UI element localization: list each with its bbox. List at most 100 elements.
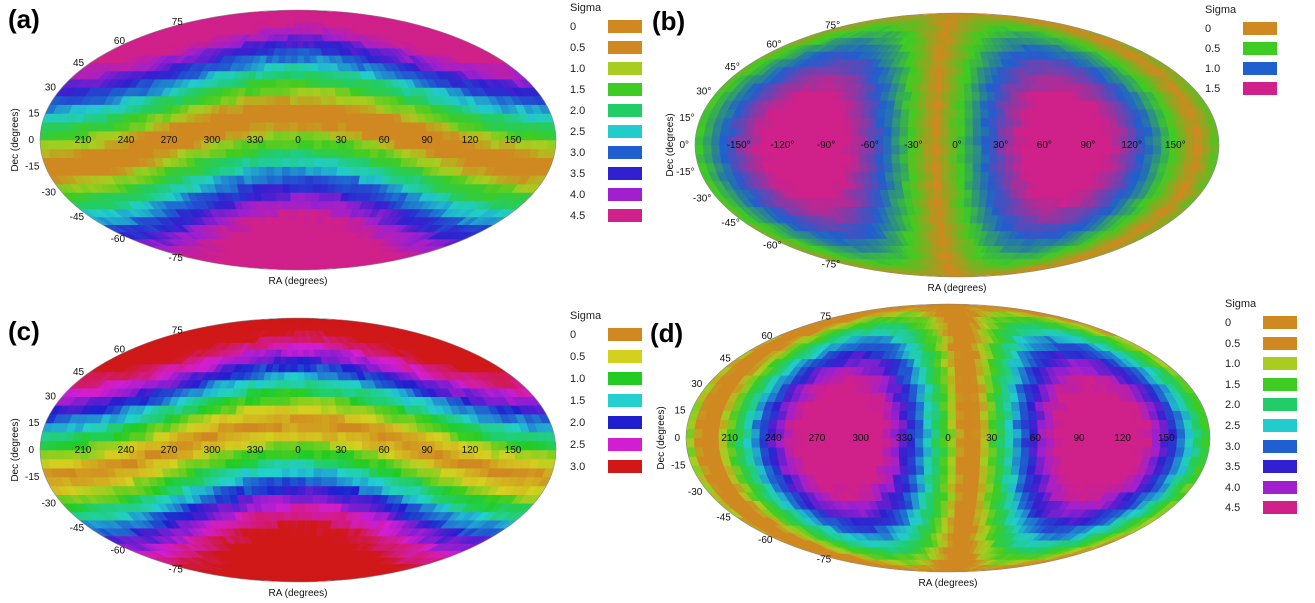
- sigma-cell: [218, 104, 229, 114]
- legend-item: 1.5: [570, 83, 700, 99]
- sigma-cell: [327, 175, 338, 185]
- sigma-cell: [963, 206, 972, 216]
- sigma-cell: [941, 198, 951, 208]
- sigma-cell: [1185, 135, 1195, 146]
- sigma-cell: [96, 121, 107, 132]
- sigma-cell: [1078, 126, 1089, 137]
- sigma-cell: [1003, 171, 1014, 182]
- sigma-cell: [925, 180, 935, 190]
- sigma-cell: [281, 148, 291, 159]
- sigma-cell: [337, 121, 347, 132]
- sigma-cell: [312, 175, 322, 185]
- ra-tick-label: 90: [421, 135, 433, 146]
- legend-label: 1.0: [1205, 63, 1221, 75]
- sigma-cell: [988, 171, 998, 182]
- sigma-cell: [313, 148, 323, 159]
- sigma-cell: [457, 148, 468, 159]
- sigma-cell: [933, 180, 942, 190]
- sigma-cell: [1003, 108, 1014, 119]
- sigma-cell: [490, 139, 500, 150]
- sigma-cell: [883, 162, 894, 173]
- sigma-cell: [1118, 126, 1129, 137]
- sigma-cell: [305, 95, 314, 105]
- sigma-cell: [209, 113, 220, 123]
- sigma-cell: [936, 222, 945, 232]
- sigma-cell: [923, 135, 933, 146]
- sigma-cell: [184, 139, 194, 150]
- sigma-cell: [956, 108, 966, 119]
- sigma-cell: [949, 206, 958, 216]
- sigma-cell: [96, 130, 106, 141]
- sigma-cell: [1209, 135, 1219, 146]
- sigma-cell: [260, 192, 270, 202]
- sigma-cell: [972, 144, 982, 155]
- sigma-cell: [217, 113, 228, 123]
- sigma-cell: [392, 113, 403, 123]
- sigma-cell: [313, 104, 323, 114]
- sigma-cell: [417, 148, 428, 159]
- sigma-cell: [250, 104, 260, 114]
- sigma-cell: [901, 180, 912, 190]
- sigma-cell: [938, 51, 946, 60]
- sigma-cell: [981, 144, 991, 155]
- legend-label: 1.5: [570, 84, 586, 96]
- sigma-cell: [875, 117, 886, 128]
- sigma-cell: [956, 206, 965, 216]
- sigma-cell: [980, 117, 990, 128]
- sigma-cell: [1013, 144, 1023, 155]
- sigma-cell: [257, 121, 267, 132]
- sigma-cell: [278, 54, 287, 64]
- sigma-cell: [793, 126, 804, 137]
- sigma-cell: [297, 208, 306, 218]
- legend-swatch: [608, 20, 642, 33]
- sigma-cell: [225, 157, 236, 167]
- sigma-cell: [297, 224, 305, 233]
- sigma-cell: [369, 121, 379, 132]
- sigma-cell: [948, 91, 958, 101]
- sigma-cell: [970, 74, 980, 84]
- sigma-cell: [1013, 153, 1023, 164]
- sigma-cell: [482, 139, 492, 150]
- sigma-cell: [908, 171, 918, 182]
- sigma-cell: [352, 113, 363, 123]
- sigma-cell: [285, 47, 293, 56]
- sigma-cell: [842, 153, 852, 164]
- sigma-cell: [866, 126, 877, 137]
- sigma-cell: [979, 180, 989, 190]
- sigma-cell: [321, 148, 331, 159]
- sigma-cell: [293, 21, 299, 29]
- sigma-cell: [996, 108, 1006, 119]
- legend-swatch: [608, 62, 642, 75]
- sigma-cell: [297, 70, 306, 80]
- sigma-cell: [760, 135, 770, 146]
- sigma-cell: [1071, 144, 1081, 155]
- sigma-cell: [940, 162, 950, 173]
- sigma-cell: [941, 189, 950, 199]
- sigma-cell: [924, 171, 934, 182]
- sigma-cell: [258, 166, 268, 176]
- mollweide-map: 210 240 270 300 330 0 30 60 90 120 15075604530150-…: [10, 9, 557, 287]
- sigma-cell: [321, 157, 331, 167]
- sigma-cell: [956, 58, 964, 68]
- sigma-cell: [942, 214, 951, 224]
- sigma-cell: [297, 216, 305, 225]
- sigma-cell: [251, 175, 261, 185]
- sigma-cell: [1110, 153, 1121, 164]
- sigma-cell: [988, 108, 998, 119]
- dec-tick-label: -30: [42, 188, 57, 199]
- sigma-cell: [1054, 135, 1064, 146]
- sigma-cell: [956, 51, 964, 60]
- sigma-cell: [1021, 144, 1032, 155]
- sigma-cell: [768, 153, 779, 164]
- sigma-cell: [297, 47, 305, 56]
- sigma-cell: [941, 91, 950, 101]
- sigma-cell: [1094, 126, 1105, 137]
- sigma-cell: [249, 113, 259, 123]
- sigma-cell: [401, 148, 411, 159]
- sigma-cell: [279, 47, 287, 56]
- sigma-cell: [1036, 162, 1047, 173]
- sigma-cell: [1053, 126, 1064, 137]
- sigma-cell: [152, 121, 163, 132]
- dec-tick-label: -30°: [693, 193, 711, 204]
- sigma-cell: [312, 95, 322, 105]
